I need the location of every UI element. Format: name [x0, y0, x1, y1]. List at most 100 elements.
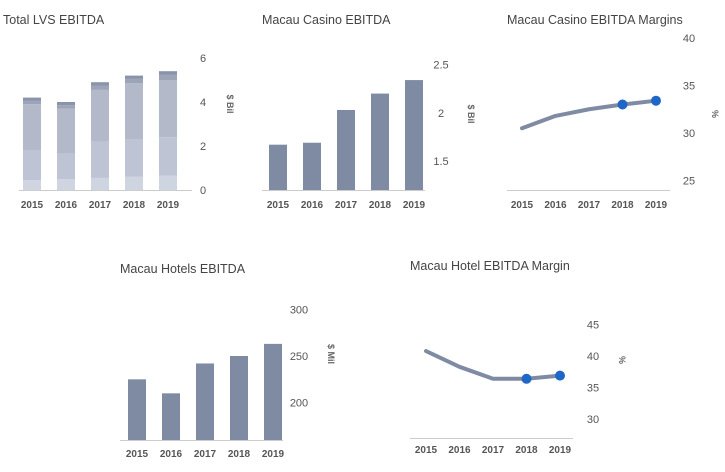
chart-title: Macau Hotels EBITDA — [120, 262, 246, 276]
bar — [264, 343, 282, 440]
y-axis-unit: $ Bil — [225, 94, 235, 113]
stacked-bar-segment — [125, 75, 143, 79]
x-tick-label: 2019 — [262, 449, 285, 460]
stacked-bar-segment — [159, 175, 177, 190]
stacked-bar-segment — [91, 82, 109, 86]
stacked-bar-segment — [23, 97, 41, 101]
stacked-bar-segment — [57, 105, 75, 109]
y-tick-label: 45 — [587, 320, 599, 332]
y-axis-unit: % — [710, 110, 720, 118]
x-tick-label: 2018 — [228, 449, 251, 460]
macau-casino-ebitda-chart: Macau Casino EBITDA $ Bil 1.5 2 2.5 2015 201… — [262, 13, 476, 211]
data-point-marker — [617, 99, 628, 110]
stacked-bar-segment — [125, 78, 143, 84]
series-line — [424, 349, 562, 381]
x-tick-label: 2015 — [126, 449, 149, 460]
x-tick-label: 2019 — [157, 200, 180, 211]
x-tick-label: 2018 — [611, 200, 634, 211]
y-tick-label: 30 — [587, 414, 599, 426]
stacked-bar-segment — [91, 141, 109, 178]
y-tick-label: 40 — [683, 33, 695, 45]
y-tick-label: 2 — [438, 108, 444, 120]
y-tick-label: 35 — [683, 81, 695, 93]
bar — [303, 142, 321, 190]
data-point-marker — [521, 373, 532, 384]
stacked-bar-segment — [125, 176, 143, 190]
x-tick-label: 2017 — [194, 449, 217, 460]
stacked-bar-segment — [125, 139, 143, 177]
x-tick-label: 2019 — [549, 445, 572, 456]
y-tick-label: 25 — [683, 176, 695, 188]
stacked-bar-segment — [159, 80, 177, 138]
y-tick-label: 200 — [290, 398, 308, 410]
y-tick-label: 4 — [200, 97, 206, 109]
y-tick-label: 30 — [683, 128, 695, 140]
y-axis-unit: % — [617, 356, 627, 364]
x-tick-label: 2018 — [123, 200, 146, 211]
x-tick-label: 2017 — [89, 200, 112, 211]
data-point-marker — [555, 370, 565, 381]
stacked-bar-segment — [23, 104, 41, 151]
macau-casino-ebitda-margins-chart: Macau Casino EBITDA Margins % 25 30 35 40 20… — [507, 13, 720, 211]
total-lvs-ebitda-chart: Total LVS EBITDA $ Bil 0 2 4 6 2015 2016 2017 2… — [3, 13, 235, 211]
x-tick-label: 2016 — [160, 449, 183, 460]
chart-title: Macau Hotel EBITDA Margin — [410, 259, 570, 273]
x-tick-label: 2017 — [482, 445, 505, 456]
y-tick-label: 2 — [200, 141, 206, 153]
series-line — [520, 98, 658, 131]
y-axis-unit: $ Bil — [466, 104, 476, 123]
data-point-marker — [651, 95, 661, 106]
macau-hotels-ebitda-chart: Macau Hotels EBITDA $ Mil 200 250 300 2015 2… — [120, 262, 336, 460]
x-tick-label: 2016 — [544, 200, 567, 211]
x-tick-label: 2019 — [403, 200, 426, 211]
y-tick-label: 250 — [290, 351, 308, 363]
bar — [230, 356, 248, 440]
stacked-bar-segment — [57, 179, 75, 190]
y-tick-label: 35 — [587, 383, 599, 395]
stacked-bar-segment — [159, 74, 177, 80]
y-tick-label: 2.5 — [433, 60, 448, 72]
stacked-bar-segment — [159, 71, 177, 75]
x-tick-label: 2016 — [301, 200, 324, 211]
x-tick-label: 2017 — [578, 200, 601, 211]
stacked-bar-segment — [57, 108, 75, 154]
bar — [337, 109, 355, 190]
y-tick-label: 300 — [290, 304, 308, 316]
y-tick-label: 0 — [200, 185, 206, 197]
bar — [269, 144, 287, 190]
bar — [128, 379, 146, 440]
y-tick-label: 6 — [200, 53, 206, 65]
stacked-bar-segment — [91, 85, 109, 90]
bar — [196, 363, 214, 440]
stacked-bar-segment — [23, 100, 41, 105]
x-tick-label: 2015 — [511, 200, 534, 211]
stacked-bar-segment — [159, 137, 177, 176]
x-tick-label: 2016 — [55, 200, 78, 211]
x-tick-label: 2015 — [267, 200, 290, 211]
bar — [405, 80, 423, 190]
y-tick-label: 40 — [587, 351, 599, 363]
x-tick-label: 2019 — [645, 200, 668, 211]
y-axis-unit: $ Mil — [326, 344, 336, 364]
x-tick-label: 2015 — [415, 445, 438, 456]
stacked-bar-segment — [23, 180, 41, 190]
stacked-bar-segment — [125, 83, 143, 140]
macau-hotel-ebitda-margin-chart: Macau Hotel EBITDA Margin % 30 35 40 45 2015… — [410, 259, 627, 456]
chart-title: Macau Casino EBITDA Margins — [507, 13, 683, 27]
x-tick-label: 2018 — [515, 445, 538, 456]
stacked-bar-segment — [23, 150, 41, 181]
x-tick-label: 2017 — [335, 200, 358, 211]
x-tick-label: 2016 — [448, 445, 471, 456]
chart-title: Macau Casino EBITDA — [262, 13, 391, 27]
y-tick-label: 1.5 — [433, 156, 448, 168]
stacked-bar-segment — [57, 153, 75, 179]
bar — [371, 93, 389, 190]
stacked-bar-segment — [91, 89, 109, 142]
stacked-bar-segment — [91, 177, 109, 190]
chart-title: Total LVS EBITDA — [3, 13, 105, 27]
x-tick-label: 2015 — [21, 200, 44, 211]
stacked-bar-segment — [57, 102, 75, 106]
bar — [162, 393, 180, 440]
x-tick-label: 2018 — [369, 200, 392, 211]
